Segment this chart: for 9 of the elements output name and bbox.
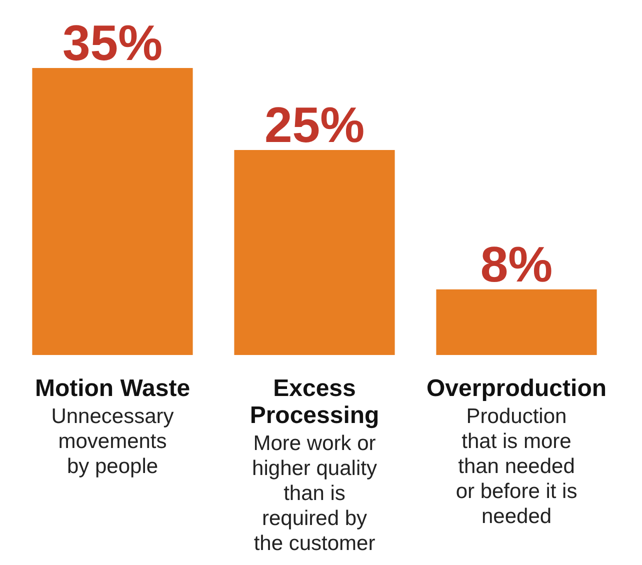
x-tick-label: Excess Processing (250, 375, 380, 429)
x-tick-label: Motion Waste (34, 375, 190, 402)
data-label: 35% (62, 15, 163, 71)
text: Unnecessary movements by people (51, 405, 174, 478)
data-label: 25% (264, 97, 365, 153)
text: More work or higher quality than is required by the customer (252, 432, 378, 555)
x-tick-label: Overproduction (426, 375, 607, 402)
text: Production that is more than needed or before it is needed (456, 405, 578, 528)
data-label: 8% (480, 236, 553, 292)
